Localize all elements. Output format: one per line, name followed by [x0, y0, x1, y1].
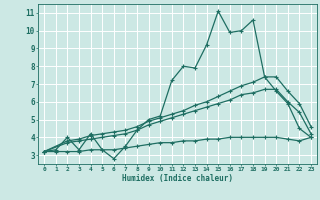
X-axis label: Humidex (Indice chaleur): Humidex (Indice chaleur): [122, 174, 233, 183]
